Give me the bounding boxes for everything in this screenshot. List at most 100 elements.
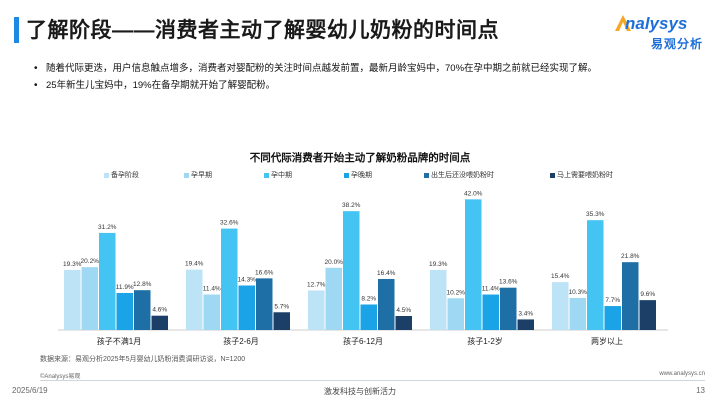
data-label: 32.6%: [220, 220, 239, 227]
bar: [500, 287, 517, 330]
x-tick-label: 孩子2-6月: [223, 336, 259, 346]
data-label: 35.3%: [586, 211, 605, 218]
data-label: 11.4%: [203, 286, 221, 293]
data-label: 8.2%: [361, 295, 376, 302]
bar: [604, 306, 621, 330]
legend-label: 孕晚期: [351, 172, 372, 179]
x-tick-label: 孩子6-12月: [343, 336, 383, 346]
analysys-logo: nalysys 易观分析: [615, 14, 710, 54]
data-label: 19.3%: [429, 261, 448, 268]
data-label: 7.7%: [605, 297, 620, 304]
data-label: 14.3%: [238, 277, 257, 284]
bar: [325, 267, 342, 330]
data-label: 5.7%: [274, 303, 289, 310]
bar: [134, 290, 151, 330]
bar: [639, 300, 656, 330]
bar: [64, 269, 81, 330]
data-label: 20.0%: [325, 259, 344, 266]
bar: [517, 319, 534, 330]
data-label: 12.8%: [133, 281, 152, 288]
legend-swatch: [424, 172, 429, 178]
data-label: 21.8%: [621, 253, 640, 260]
legend-label: 马上需要喂奶粉时: [557, 172, 613, 179]
data-label: 4.5%: [396, 307, 411, 314]
chart-legend: 备孕阶段 孕早期 孕中期 孕晚期 出生后还没喂奶粉时 马上需要喂奶粉时: [104, 169, 704, 181]
data-label: 31.2%: [98, 224, 117, 231]
data-label: 13.6%: [499, 279, 518, 286]
bar: [587, 220, 604, 330]
bar: [151, 315, 168, 330]
bullet-item: 随着代际更迭，用户信息触点增多，消费者对婴配粉的关注时间点越发前置，最新月龄宝妈…: [34, 60, 597, 77]
bar: [186, 269, 203, 330]
legend-swatch: [344, 172, 349, 178]
footer-date: 2025/6/19: [12, 386, 48, 395]
insight-bullets: 随着代际更迭，用户信息触点增多，消费者对婴配粉的关注时间点越发前置，最新月龄宝妈…: [34, 60, 597, 94]
footer-copyright: ©Analysys易观: [40, 374, 81, 380]
logo-subtitle: 易观分析: [651, 37, 704, 51]
footer-slogan: 激发科技与创新活力: [324, 387, 396, 396]
bar: [238, 285, 255, 330]
data-label: 20.2%: [81, 258, 100, 265]
bar: [465, 199, 482, 330]
data-label: 10.3%: [569, 289, 588, 296]
bar: [447, 298, 464, 330]
legend-swatch: [550, 172, 555, 178]
bar: [99, 232, 116, 330]
bar: [203, 294, 220, 330]
bar: [343, 211, 360, 330]
bar: [482, 294, 499, 330]
legend-swatch: [264, 172, 269, 178]
bullet-item: 25年新生儿宝妈中，19%在备孕期就开始了解婴配粉。: [34, 77, 597, 94]
bar: [221, 228, 238, 330]
legend-swatch: [104, 172, 109, 178]
legend-item: 备孕阶段: [104, 169, 184, 181]
data-label: 4.6%: [152, 307, 167, 314]
page-number: 13: [696, 386, 705, 395]
x-tick-label: 孩子1-2岁: [467, 336, 503, 346]
data-label: 10.2%: [447, 289, 466, 296]
chart-title: 不同代际消费者开始主动了解奶粉品牌的时间点: [249, 152, 471, 164]
data-label: 9.6%: [640, 291, 655, 298]
bar: [622, 262, 639, 330]
data-label: 3.4%: [518, 310, 533, 317]
data-label: 12.7%: [307, 281, 326, 288]
legend-item: 孕晚期: [344, 169, 424, 181]
bar: [116, 292, 133, 330]
legend-label: 出生后还没喂奶粉时: [431, 172, 494, 179]
legend-swatch: [184, 172, 189, 178]
data-label: 38.2%: [342, 202, 361, 209]
data-source-note: 数据来源：易观分析2025年5月婴幼儿奶粉消费调研访谈，N=1200: [40, 356, 246, 363]
data-label: 11.9%: [116, 284, 134, 291]
title-accent-bar: [14, 17, 19, 43]
legend-item: 出生后还没喂奶粉时: [424, 169, 550, 181]
legend-item: 孕早期: [184, 169, 264, 181]
bar: [308, 290, 325, 330]
data-label: 19.3%: [63, 261, 82, 268]
data-label: 42.0%: [464, 190, 483, 197]
data-label: 15.4%: [551, 273, 570, 280]
legend-label: 孕早期: [191, 172, 212, 179]
x-tick-label: 两岁以上: [591, 336, 623, 346]
legend-item: 马上需要喂奶粉时: [550, 169, 630, 181]
logo-wordmark: nalysys: [625, 14, 688, 33]
data-label: 11.4%: [482, 286, 500, 293]
legend-item: 孕中期: [264, 169, 344, 181]
x-tick-label: 孩子不满1月: [97, 336, 141, 346]
logo-a-icon: [615, 15, 631, 31]
bar: [256, 278, 273, 330]
page-title: 了解阶段——消费者主动了解婴幼儿奶粉的时间点: [26, 19, 499, 42]
data-label: 16.6%: [255, 269, 274, 276]
bar: [430, 269, 447, 330]
footer-website: www.analysys.cn: [659, 371, 705, 377]
legend-label: 孕中期: [271, 172, 292, 179]
bar: [360, 304, 377, 330]
bar: [378, 278, 395, 330]
legend-label: 备孕阶段: [111, 172, 139, 179]
bar: [81, 267, 98, 330]
footer-divider: [40, 380, 705, 381]
data-label: 19.4%: [185, 261, 204, 268]
data-label: 16.4%: [377, 270, 396, 277]
bar: [273, 312, 290, 330]
bar: [569, 297, 586, 330]
